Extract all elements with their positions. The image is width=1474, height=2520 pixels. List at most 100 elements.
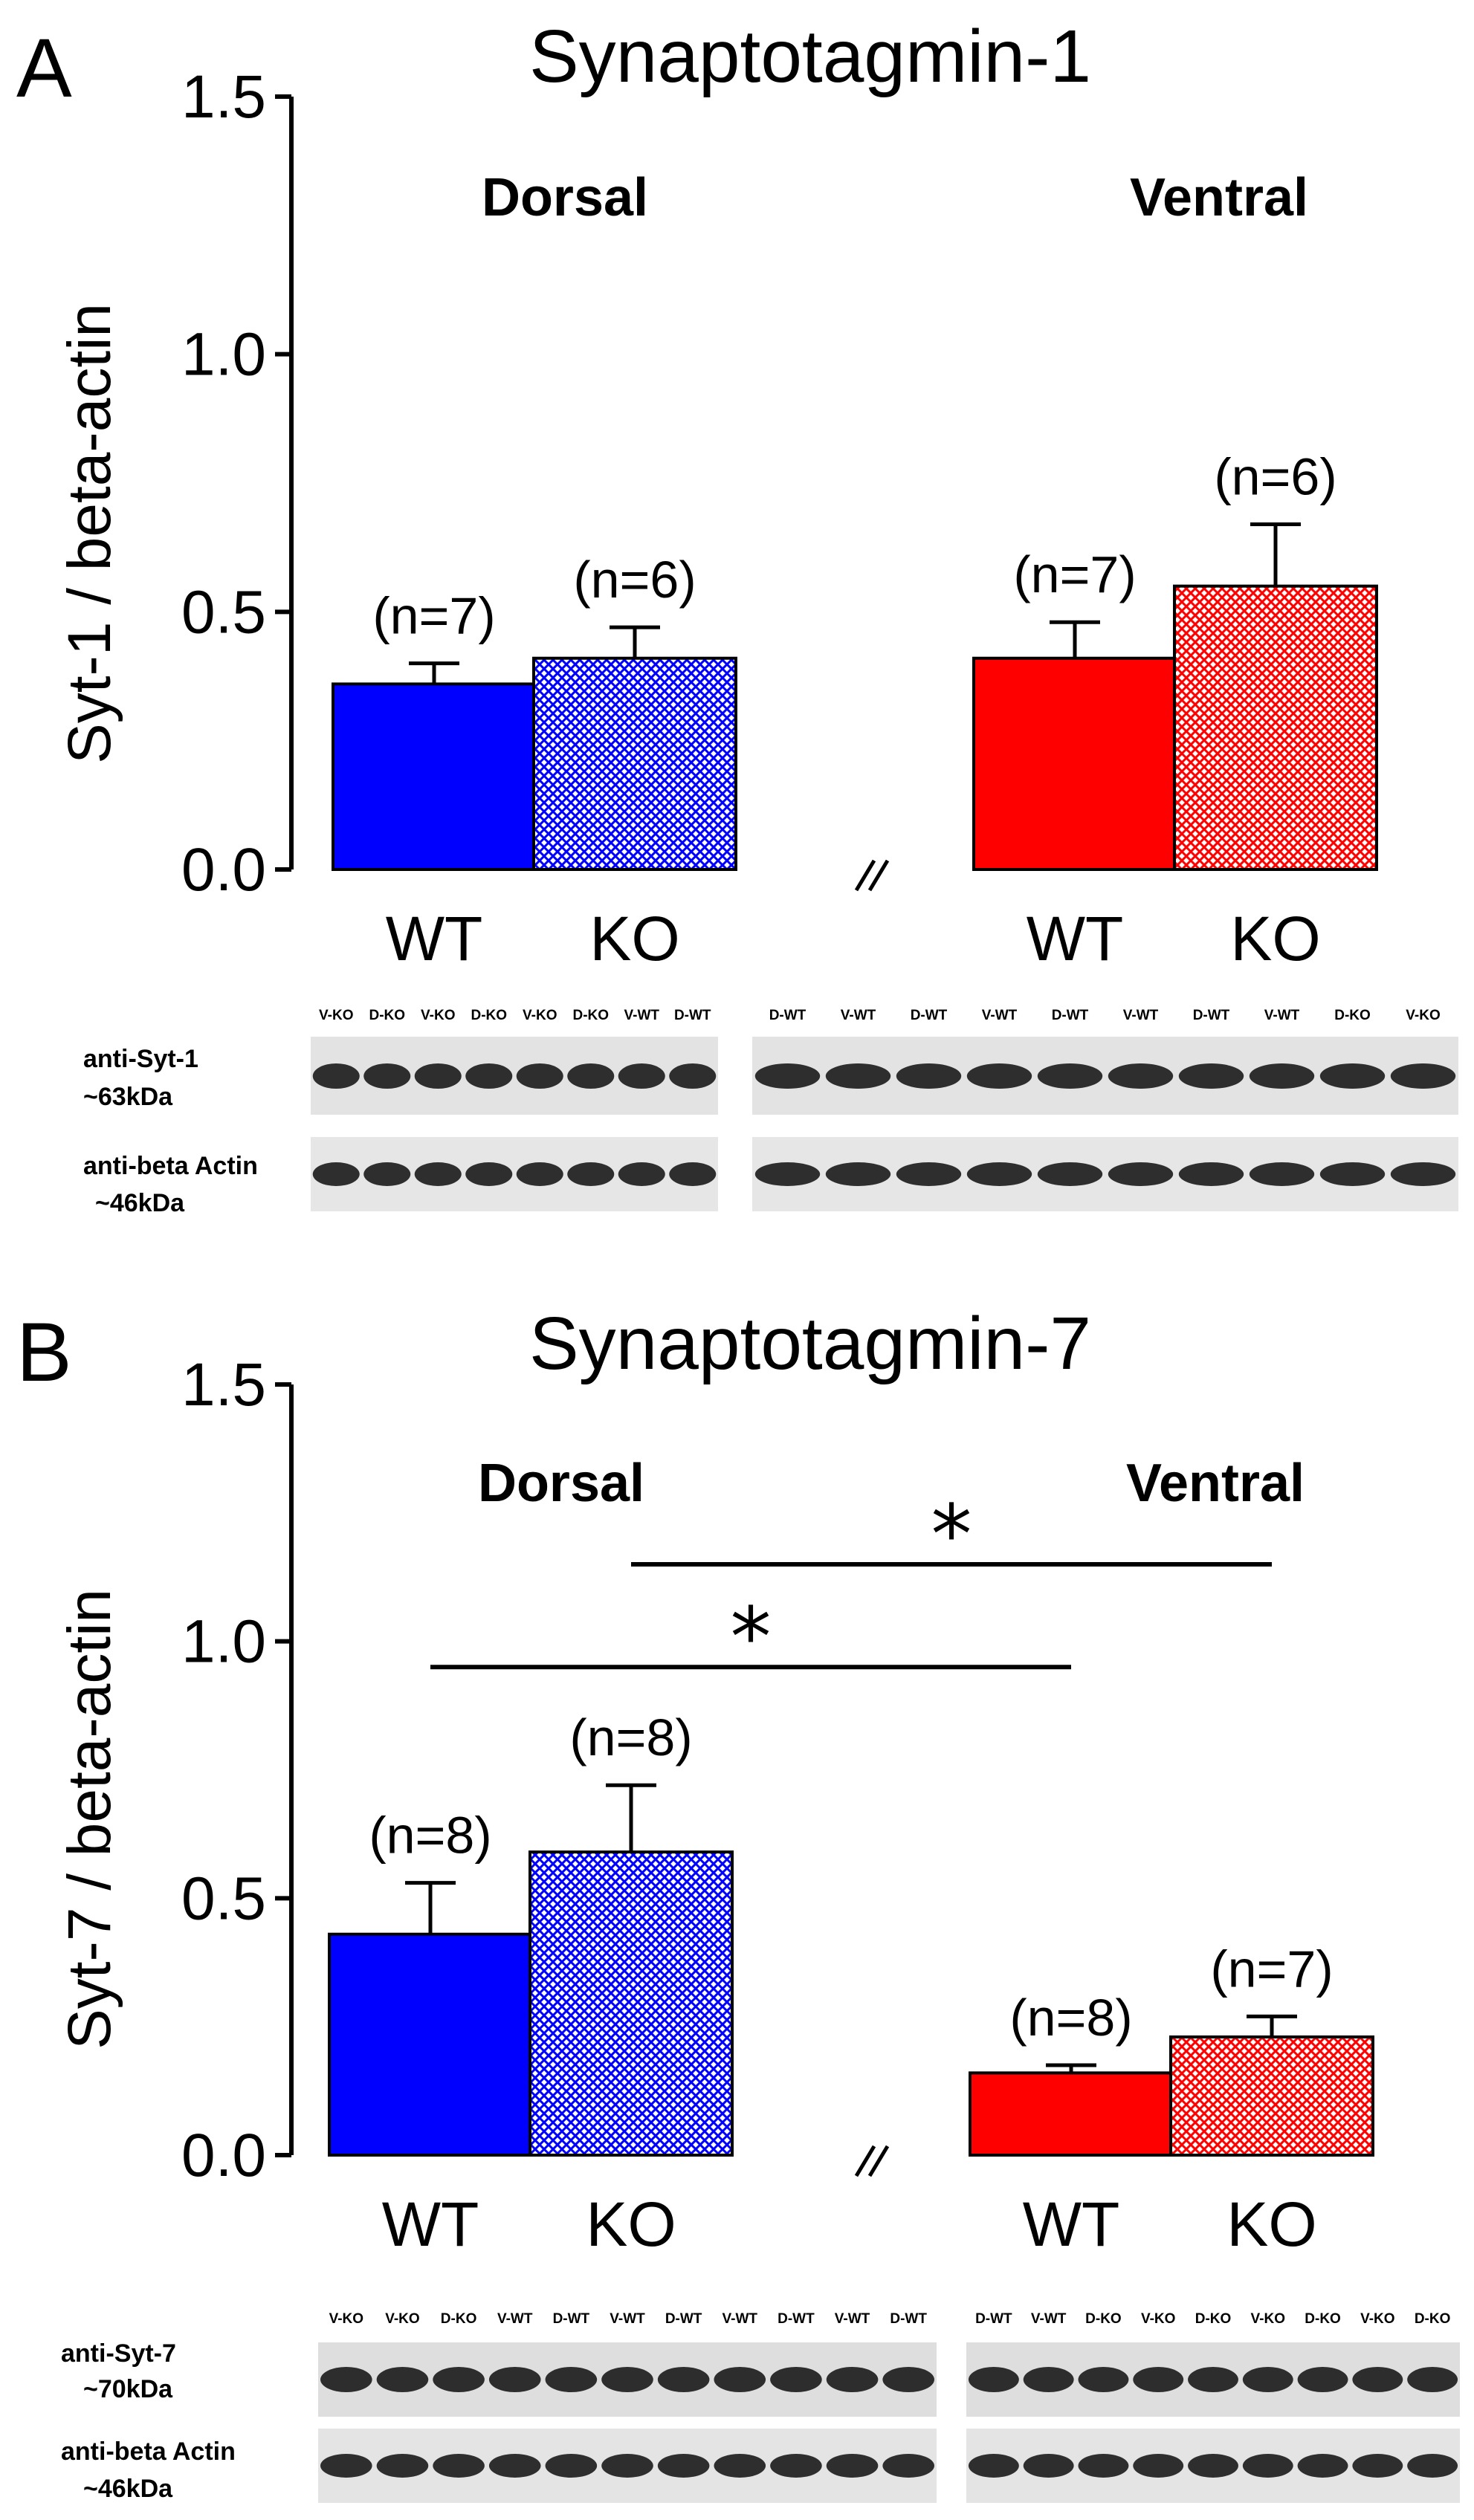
panel-a-band-left-r2-4 [465,1162,513,1186]
panel-a-y-tick-label: 1.5 [181,63,266,131]
panel-b-lane-label-left-4: V-WT [497,2311,533,2327]
panel-b-y-axis: 0.0 0.5 1.0 1.5 [181,1351,294,2189]
panel-b-band-left-r1-8 [714,2367,766,2392]
panel-b-band-left-r2-4 [488,2454,541,2478]
panel-b-lane-label-left-1: V-KO [329,2311,363,2327]
panel-a-blots: anti-Syt-1 ~63kDa anti-beta Actin ~46kDa… [83,1008,1458,1217]
panel-a-band-right-r2-9 [1319,1162,1386,1186]
panel-a-band-right-r1-10 [1390,1063,1456,1089]
panel-a-band-left-r1-4 [465,1063,513,1089]
panel-a-group-ventral: Ventral [1130,168,1308,227]
panel-b-lane-label-right-1: D-WT [975,2311,1012,2327]
panel-b-blots: anti-Syt-7 ~70kDa anti-beta Actin ~46kDa… [61,2311,1460,2503]
panel-a-n-label-4: (n=6) [1214,447,1336,505]
panel-a-band-right-r2-8 [1249,1162,1315,1186]
panel-b-category-label-2: KO [586,2189,676,2259]
panel-a-band-right-r2-10 [1390,1162,1456,1186]
panel-b-band-left-r2-5 [545,2454,598,2478]
panel-b-blot-row2-label: anti-beta Actin [61,2438,236,2466]
panel-b-lane-label-right-7: D-KO [1305,2311,1341,2327]
panel-b-lane-label-left-2: V-KO [385,2311,419,2327]
panel-a: A Synaptotagmin-1 Dorsal Ventral Syt-1 /… [16,15,1458,1217]
panel-b-band-right-r1-8 [1352,2367,1403,2392]
panel-a-group-dorsal: Dorsal [482,168,648,227]
panel-a-band-right-r1-5 [1037,1063,1103,1089]
panel-a-bars: (n=7) WT (n=6) KO (n=7) WT (n=6) KO [332,447,1378,974]
panel-b-band-right-r1-7 [1297,2367,1348,2392]
panel-b-significance-star-1: * [731,1590,772,1685]
panel-a-category-label-2: KO [589,904,679,974]
panel-b-band-left-r2-10 [826,2454,879,2478]
panel-a-n-label-2: (n=6) [573,551,696,609]
panel-a-category-label-3: WT [1027,904,1124,974]
panel-a-category-label-1: WT [386,904,483,974]
panel-b-lane-labels: V-KO V-KO D-KO V-WT D-WT V-WT D-WT V-WT D-WT V-WT… [329,2311,1451,2327]
panel-a-band-left-r1-5 [516,1063,563,1089]
panel-a-band-right-r2-1 [754,1162,821,1186]
panel-a-blot-row1-label: anti-Syt-1 [83,1045,198,1073]
panel-b-bars: (n=8) WT (n=8) KO (n=8) WT (n=7) KO [328,1708,1374,2259]
panel-a-bar-4 [1173,584,1378,872]
panel-a-band-left-r2-1 [312,1162,360,1186]
panel-b-band-right-r2-8 [1352,2454,1403,2478]
panel-b-band-right-r2-3 [1078,2454,1129,2478]
panel-b-lane-label-left-6: V-WT [610,2311,645,2327]
panel-b-band-left-r1-11 [882,2367,934,2392]
panel-b-band-right-r2-9 [1407,2454,1458,2478]
panel-a-y-tick-label: 1.0 [181,321,266,389]
panel-b-lane-label-right-2: V-WT [1031,2311,1067,2327]
panel-b-band-right-r1-1 [968,2367,1019,2392]
panel-b-n-label-2: (n=8) [569,1708,692,1766]
panel-b-band-left-r2-2 [376,2454,429,2478]
panel-b-lane-label-right-3: D-KO [1085,2311,1122,2327]
panel-a-bar-2 [532,656,737,871]
panel-b-band-left-r1-7 [657,2367,710,2392]
panel-a-band-right-r2-2 [825,1162,891,1186]
panel-b-bands [320,2367,1458,2478]
panel-b-n-label-3: (n=8) [1009,1989,1132,2047]
panel-b-blot-row1-kda: ~70kDa [83,2375,173,2403]
panel-b-band-right-r1-5 [1188,2367,1238,2392]
panel-a-blot-row1-kda: ~63kDa [83,1083,173,1111]
panel-a-lane-label-left-5: V-KO [523,1008,557,1023]
panel-b-band-right-r2-2 [1023,2454,1074,2478]
panel-b-y-tick-label: 0.0 [181,2122,266,2189]
panel-b-bar-1 [328,1932,533,2157]
panel-a-bar-1 [332,682,537,872]
panel-b-band-right-r1-3 [1078,2367,1129,2392]
panel-b-band-right-r1-2 [1023,2367,1074,2392]
panel-b-band-left-r1-4 [488,2367,541,2392]
panel-b-group-dorsal: Dorsal [478,1454,644,1513]
panel-b-band-left-r1-10 [826,2367,879,2392]
panel-b-blot-row1-label: anti-Syt-7 [61,2339,176,2368]
panel-a-letter: A [16,22,72,114]
panel-a-y-axis-label: Syt-1 / beta-actin [56,303,123,764]
panel-b-band-right-r2-6 [1242,2454,1293,2478]
panel-a-lane-label-left-3: V-KO [421,1008,455,1023]
panel-b-lane-label-left-11: D-WT [890,2311,927,2327]
panel-b: B Synaptotagmin-7 Dorsal Ventral Syt-7 /… [16,1302,1460,2503]
panel-a-band-right-r1-7 [1178,1063,1244,1089]
panel-b-n-label-4: (n=7) [1210,1940,1333,1998]
panel-a-category-label-4: KO [1230,904,1320,974]
panel-a-lane-label-right-8: V-WT [1264,1008,1300,1023]
panel-a-band-right-r2-6 [1108,1162,1174,1186]
panel-a-lane-label-left-4: D-KO [471,1008,507,1023]
panel-b-category-label-4: KO [1226,2189,1316,2259]
panel-b-band-left-r2-11 [882,2454,934,2478]
panel-a-bar-3 [972,656,1177,871]
panel-b-category-label-1: WT [382,2189,479,2259]
panel-a-band-right-r1-4 [966,1063,1032,1089]
panel-b-bar-4 [1169,2035,1374,2157]
panel-a-lane-label-right-5: D-WT [1052,1008,1089,1023]
panel-a-band-right-r2-5 [1037,1162,1103,1186]
panel-a-lane-label-left-7: V-WT [624,1008,660,1023]
panel-b-axis-break [854,2145,890,2177]
panel-a-lane-labels: V-KO D-KO V-KO D-KO V-KO D-KO V-WT D-WT D-WT V-WT… [319,1008,1441,1023]
panel-a-band-left-r2-3 [414,1162,462,1186]
panel-b-band-right-r2-5 [1188,2454,1238,2478]
panel-b-lane-label-left-9: D-WT [778,2311,815,2327]
panel-a-y-tick-label: 0.5 [181,578,266,646]
panel-a-band-left-r2-7 [618,1162,665,1186]
